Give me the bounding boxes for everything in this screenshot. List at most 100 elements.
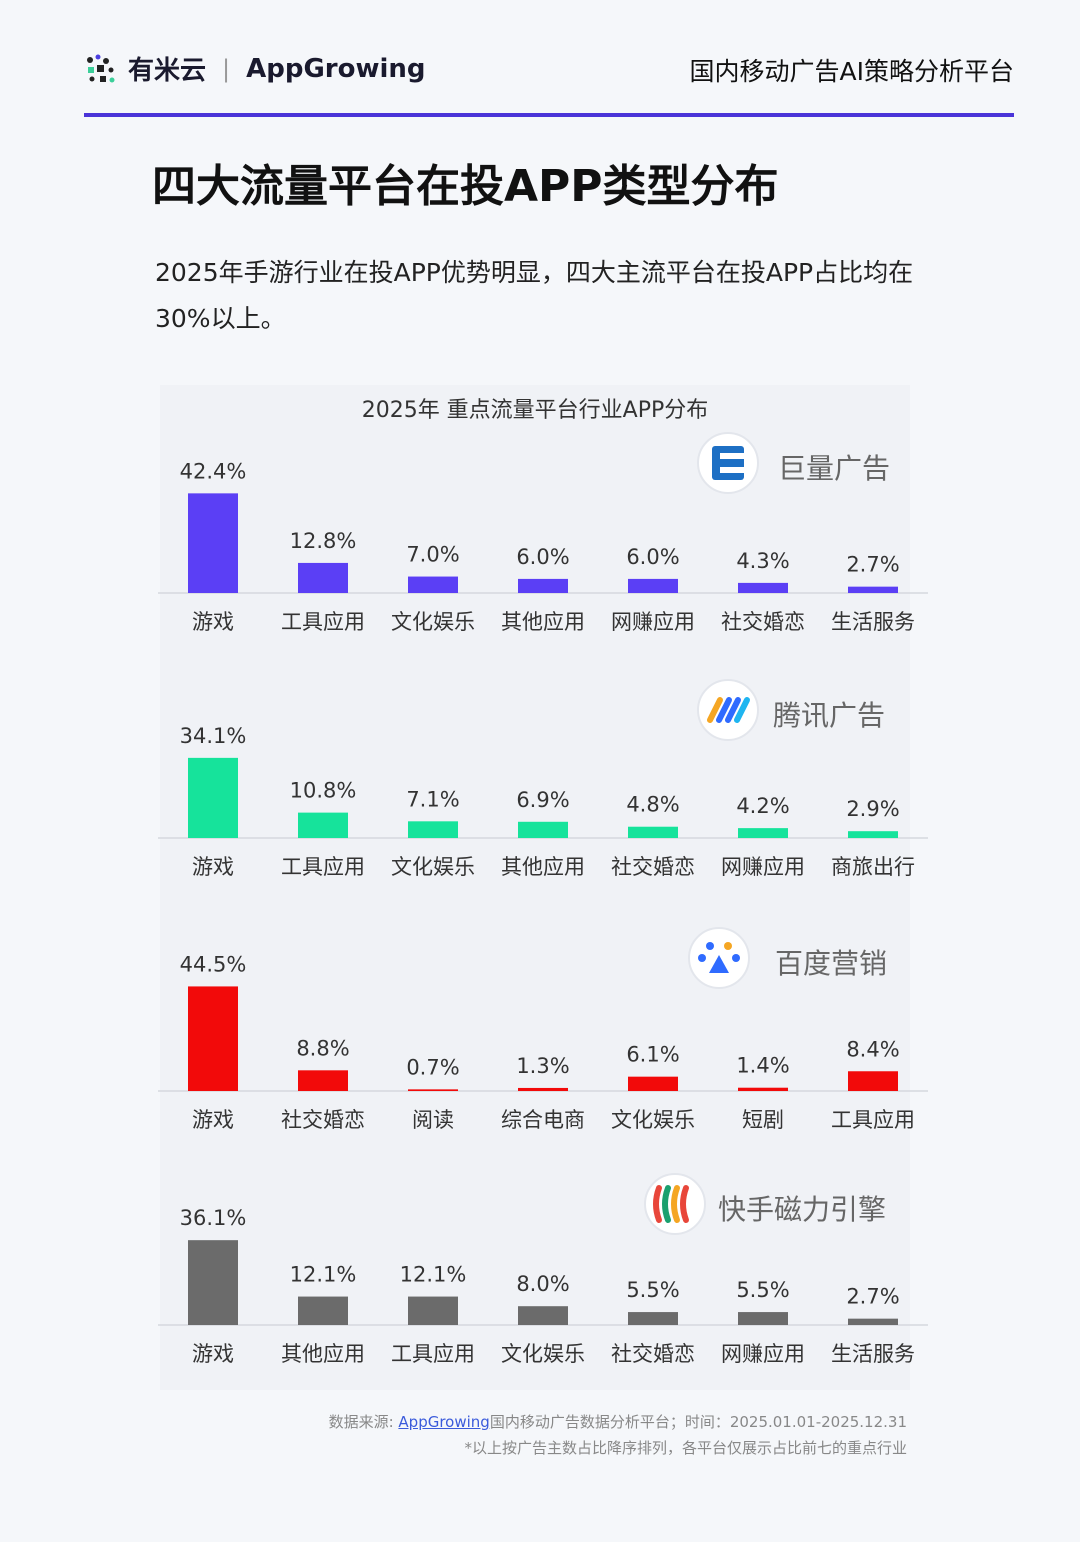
data-label: 36.1% xyxy=(180,1206,247,1230)
baidu-logo-dot xyxy=(732,954,740,962)
bar xyxy=(188,493,238,593)
data-label: 8.8% xyxy=(296,1036,349,1060)
bar xyxy=(628,826,678,838)
bar xyxy=(188,1240,238,1325)
baidu-logo-dot xyxy=(698,954,706,962)
data-label: 1.3% xyxy=(516,1054,569,1078)
bar xyxy=(738,828,788,838)
platform-name: 快手磁力引擎 xyxy=(718,1193,886,1226)
category-label: 游戏 xyxy=(192,1108,234,1132)
brand-name: 有米云 xyxy=(128,56,207,86)
bar xyxy=(738,1312,788,1325)
kuaishou-logo-stroke xyxy=(653,1185,662,1223)
category-label: 工具应用 xyxy=(281,610,365,634)
data-label: 6.0% xyxy=(626,545,679,569)
bar xyxy=(408,1089,458,1091)
header: 有米云 | AppGrowing 国内移动广告AI策略分析平台 xyxy=(84,40,1014,100)
bar xyxy=(628,1312,678,1325)
category-label: 其他应用 xyxy=(281,1342,365,1366)
juliang-logo-stroke xyxy=(720,467,744,473)
bar xyxy=(518,1306,568,1325)
tencent-ads-logo-stroke xyxy=(725,697,741,723)
data-label: 6.9% xyxy=(516,788,569,812)
category-label: 阅读 xyxy=(412,1108,454,1132)
youmi-logo-icon xyxy=(87,54,115,82)
data-label: 44.5% xyxy=(180,952,247,976)
category-label: 社交婚恋 xyxy=(611,1342,695,1366)
kuaishou-logo-stroke xyxy=(680,1185,689,1223)
footer-source-link[interactable]: AppGrowing xyxy=(398,1413,490,1431)
bar xyxy=(518,578,568,593)
data-label: 7.1% xyxy=(406,787,459,811)
bar xyxy=(298,562,348,593)
category-label: 游戏 xyxy=(192,610,234,634)
category-label: 文化娱乐 xyxy=(501,1342,585,1366)
bar xyxy=(298,1070,348,1091)
data-label: 6.0% xyxy=(516,545,569,569)
category-label: 文化娱乐 xyxy=(391,855,475,879)
data-label: 8.0% xyxy=(516,1272,569,1296)
category-label: 游戏 xyxy=(192,1342,234,1366)
bar xyxy=(848,831,898,838)
category-label: 工具应用 xyxy=(831,1108,915,1132)
tencent-ads-logo-badge xyxy=(697,679,759,741)
data-label: 7.0% xyxy=(406,543,459,567)
platform-name: 百度营销 xyxy=(775,947,887,980)
tencent-ads-logo-stroke xyxy=(734,697,750,723)
platform-name: 腾讯广告 xyxy=(773,699,885,732)
bar xyxy=(848,586,898,593)
data-label: 8.4% xyxy=(846,1037,899,1061)
footer-note: *以上按广告主数占比降序排列，各平台仅展示占比前七的重点行业 xyxy=(464,1439,907,1457)
chart-panel xyxy=(160,385,910,1390)
bar xyxy=(408,821,458,838)
category-label: 社交婚恋 xyxy=(281,1108,365,1132)
kuaishou-logo-stroke xyxy=(662,1185,671,1223)
baidu-logo-paw xyxy=(709,955,729,973)
data-label: 5.5% xyxy=(626,1278,679,1302)
bar xyxy=(848,1318,898,1325)
category-label: 网赚应用 xyxy=(611,610,695,634)
juliang-logo-stroke xyxy=(720,453,744,459)
juliang-logo-icon xyxy=(712,446,744,480)
category-label: 文化娱乐 xyxy=(611,1108,695,1132)
category-label: 商旅出行 xyxy=(831,855,915,879)
data-label: 4.2% xyxy=(736,794,789,818)
bar xyxy=(518,821,568,838)
category-label: 生活服务 xyxy=(831,610,915,634)
category-label: 网赚应用 xyxy=(721,855,805,879)
bar xyxy=(408,576,458,593)
data-label: 6.1% xyxy=(626,1043,679,1067)
data-label: 12.8% xyxy=(290,529,357,553)
footer-source-suffix: 国内移动广告数据分析平台；时间：2025.01.01-2025.12.31 xyxy=(489,1413,907,1431)
bar xyxy=(848,1071,898,1091)
data-label: 4.8% xyxy=(626,793,679,817)
brand: 有米云 | AppGrowing xyxy=(84,50,426,87)
bar xyxy=(408,1296,458,1325)
chart-title: 2025年 重点流量平台行业APP分布 xyxy=(361,398,709,423)
data-label: 0.7% xyxy=(406,1055,459,1079)
page-title: 四大流量平台在投APP类型分布 xyxy=(152,161,779,212)
bar xyxy=(518,1087,568,1091)
data-label: 12.1% xyxy=(290,1263,357,1287)
bar xyxy=(188,986,238,1091)
header-divider xyxy=(84,113,1014,117)
tencent-ads-logo-stroke xyxy=(716,697,732,723)
footer-source: 数据来源: AppGrowing国内移动广告数据分析平台；时间：2025.01.… xyxy=(329,1411,907,1432)
data-label: 10.8% xyxy=(290,779,357,803)
data-label: 2.7% xyxy=(846,553,899,577)
bar xyxy=(298,1296,348,1325)
bar xyxy=(298,812,348,838)
bar xyxy=(738,1087,788,1091)
bar xyxy=(628,1076,678,1091)
category-label: 工具应用 xyxy=(281,855,365,879)
platform-name: 巨量广告 xyxy=(778,452,890,485)
appgrowing-logo: AppGrowing xyxy=(246,53,426,84)
category-label: 社交婚恋 xyxy=(611,855,695,879)
data-label: 2.9% xyxy=(846,797,899,821)
category-label: 综合电商 xyxy=(501,1108,585,1132)
data-label: 4.3% xyxy=(736,549,789,573)
bar xyxy=(188,757,238,838)
category-label: 工具应用 xyxy=(391,1342,475,1366)
category-label: 网赚应用 xyxy=(721,1342,805,1366)
